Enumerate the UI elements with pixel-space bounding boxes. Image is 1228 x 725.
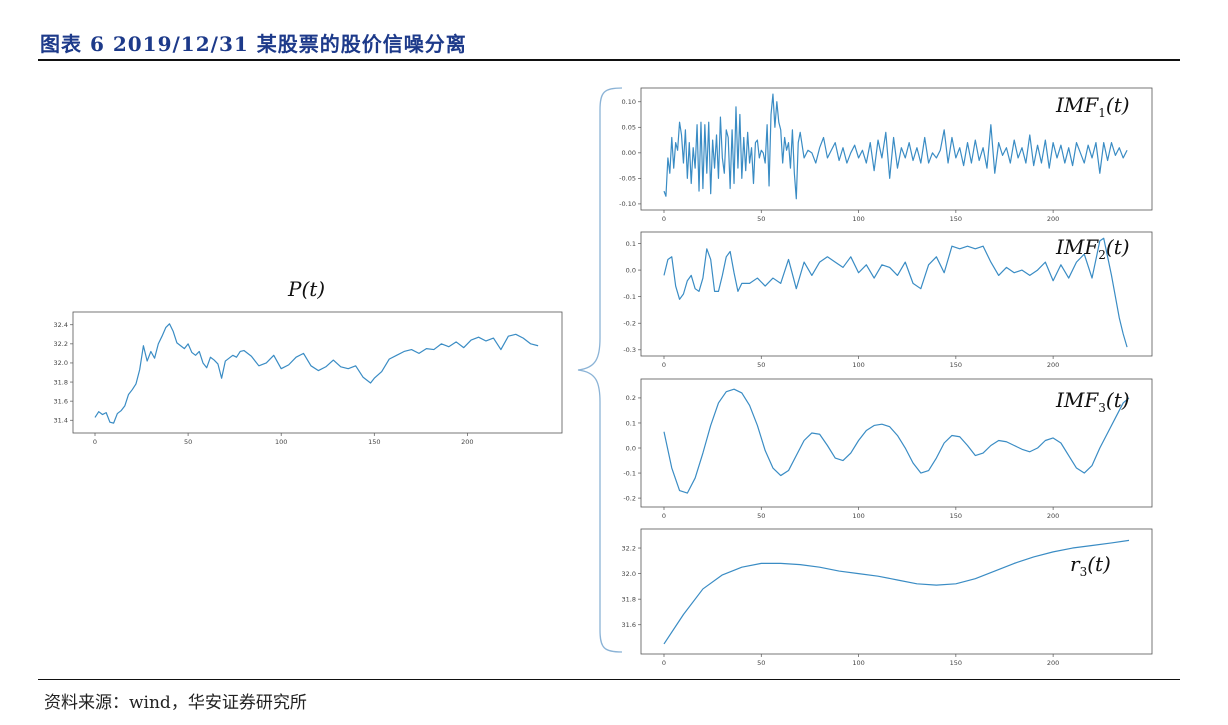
axes-frame-imf3 [640,378,1153,508]
series-label-imf3: IMF3(t) [1055,388,1130,415]
xtick-label: 200 [1047,361,1059,369]
series-label-imf1: IMF1(t) [1055,93,1130,120]
ytick-label: 0.0 [626,266,636,274]
series-label-r3: r3(t) [1070,552,1111,579]
axes-frame-imf1 [640,87,1153,211]
series-line-imf1 [663,93,1128,200]
ytick-label: 31.4 [54,417,68,425]
xtick-label: 200 [1047,659,1059,667]
figure-title: 图表 6 2019/12/31 某股票的股价信噪分离 [40,32,467,56]
series-line-pt [94,323,539,424]
xtick-label: 50 [757,659,765,667]
ytick-label: 0.2 [626,394,636,402]
series-line-imf3 [663,388,1130,494]
xtick-label: 150 [950,215,962,223]
xtick-label: 150 [950,361,962,369]
axes-frame-pt [72,311,563,434]
axes-frame-r3 [640,528,1153,655]
series-line-r3 [663,539,1130,645]
xtick-label: 0 [662,215,666,223]
ytick-label: 31.6 [622,621,636,629]
xtick-label: 100 [852,215,864,223]
ytick-label: -0.10 [619,200,636,208]
source-note: 资料来源：wind，华安证券研究所 [44,693,307,713]
ytick-label: -0.2 [623,320,636,328]
ytick-label: -0.05 [619,175,636,183]
ytick-label: 32.2 [622,544,636,552]
ytick-label: -0.1 [623,293,636,301]
xtick-label: 50 [757,215,765,223]
ytick-label: 31.8 [54,378,68,386]
xtick-label: 100 [852,512,864,520]
xtick-label: 100 [275,438,287,446]
top-rule [38,59,1180,61]
xtick-label: 0 [662,659,666,667]
xtick-label: 0 [93,438,97,446]
chart-imf2: 0 50 100 150 200 -0.3 -0.2 -0.1 0.0 0.1 IMF2(t) [623,231,1153,369]
xtick-label: 150 [368,438,380,446]
xtick-label: 50 [184,438,192,446]
ytick-label: 32.2 [54,340,68,348]
chart-pt: 0 50 100 150 200 31.4 31.6 31.8 32.0 32.2 32.4 P(t) [54,277,563,446]
series-label-pt: P(t) [287,277,325,301]
ytick-label: 32.0 [54,359,68,367]
chart-r3: 0 50 100 150 200 31.6 31.8 32.0 32.2 r3(t) [622,528,1153,667]
xtick-label: 150 [950,659,962,667]
ytick-label: 32.4 [54,321,68,329]
ytick-label: 0.0 [626,444,636,452]
series-line-imf2 [663,237,1128,348]
xtick-label: 100 [852,659,864,667]
ytick-label: -0.1 [623,469,636,477]
xtick-label: 100 [852,361,864,369]
xtick-label: 0 [662,361,666,369]
chart-imf3: 0 50 100 150 200 -0.2 -0.1 0.0 0.1 0.2 IMF3(t) [623,378,1153,520]
decomposition-brace [577,87,623,653]
ytick-label: 0.00 [622,149,636,157]
ytick-label: 32.0 [622,570,636,578]
series-label-imf2: IMF2(t) [1055,235,1130,262]
xtick-label: 50 [757,512,765,520]
ytick-label: 0.1 [626,419,636,427]
ytick-label: 0.05 [622,124,636,132]
xtick-label: 150 [950,512,962,520]
ytick-label: -0.3 [623,346,636,354]
ytick-label: 0.10 [622,98,636,106]
axes-frame-imf2 [640,231,1153,357]
xtick-label: 200 [461,438,473,446]
xtick-label: 0 [662,512,666,520]
ytick-label: 0.1 [626,240,636,248]
ytick-label: -0.2 [623,494,636,502]
xtick-label: 200 [1047,215,1059,223]
ytick-label: 31.6 [54,397,68,405]
xtick-label: 200 [1047,512,1059,520]
ytick-label: 31.8 [622,595,636,603]
bottom-rule [38,679,1180,680]
chart-imf1: 0 50 100 150 200 -0.10 -0.05 0.00 0.05 0.10 IMF1(t… [619,87,1153,223]
xtick-label: 50 [757,361,765,369]
